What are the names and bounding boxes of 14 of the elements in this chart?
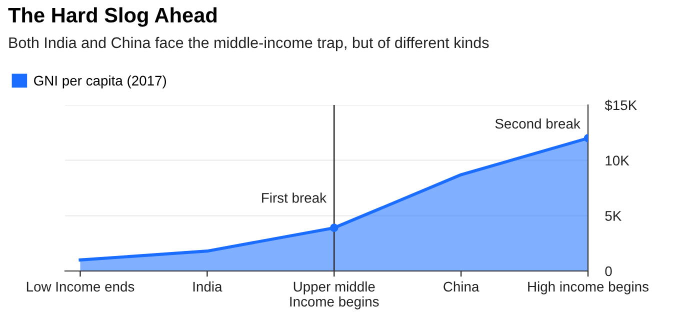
annotation: Second break	[495, 118, 580, 129]
chart-title: The Hard Slog Ahead	[8, 7, 217, 27]
y-tick-label: 5K	[605, 211, 622, 221]
x-tick-label: India	[193, 281, 222, 292]
chart-subtitle: Both India and China face the middle-income trap, but of different kinds	[9, 36, 489, 52]
legend-label: GNI per capita (2017)	[34, 75, 166, 88]
x-tick-label: Upper middle Income begins	[290, 281, 379, 310]
x-tick-label: High income begins	[528, 281, 648, 294]
annotation: First break	[262, 192, 327, 203]
y-tick-label: 0	[605, 266, 612, 276]
x-tick-label: China	[444, 281, 480, 292]
y-tick-label: 10K	[606, 156, 630, 166]
x-tick-label: Low Income ends	[26, 281, 134, 292]
y-tick-label: $15K	[604, 100, 637, 111]
